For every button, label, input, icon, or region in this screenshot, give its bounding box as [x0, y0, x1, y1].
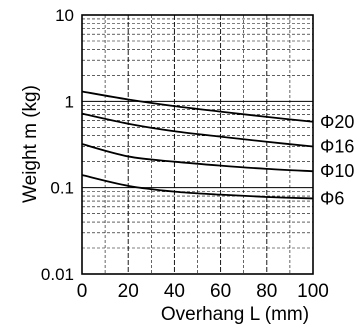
grid-lines	[82, 15, 313, 274]
series-lines	[81, 90, 314, 200]
x-axis-label: Overhang L (mm)	[161, 304, 309, 325]
series-line-2	[81, 143, 314, 173]
x-tick-label: 40	[164, 281, 185, 302]
y-tick-label: 1	[65, 92, 74, 111]
x-tick-label: 100	[297, 281, 329, 302]
x-tick-label: 60	[210, 281, 231, 302]
y-tick-label: 0.01	[41, 265, 74, 284]
series-line-0	[81, 90, 314, 123]
y-tick-label: 10	[55, 6, 74, 25]
series-label-3: Φ6	[320, 188, 344, 208]
series-labels: Φ20 Φ16 Φ10 Φ6	[320, 112, 354, 209]
series-label-0: Φ20	[320, 112, 354, 132]
y-tick-label: 0.1	[50, 179, 74, 198]
series-label-1: Φ16	[320, 136, 354, 156]
series-line-3	[81, 174, 314, 200]
series-line-1	[81, 112, 314, 148]
y-axis-label: Weight m (kg)	[20, 85, 41, 203]
tick-labels: 0 20 40 60 80 100 0.01 0.1 1 10	[41, 6, 329, 302]
x-tick-label: 20	[118, 281, 139, 302]
x-tick-label: 0	[77, 281, 88, 302]
series-label-2: Φ10	[320, 161, 354, 181]
x-tick-label: 80	[256, 281, 277, 302]
